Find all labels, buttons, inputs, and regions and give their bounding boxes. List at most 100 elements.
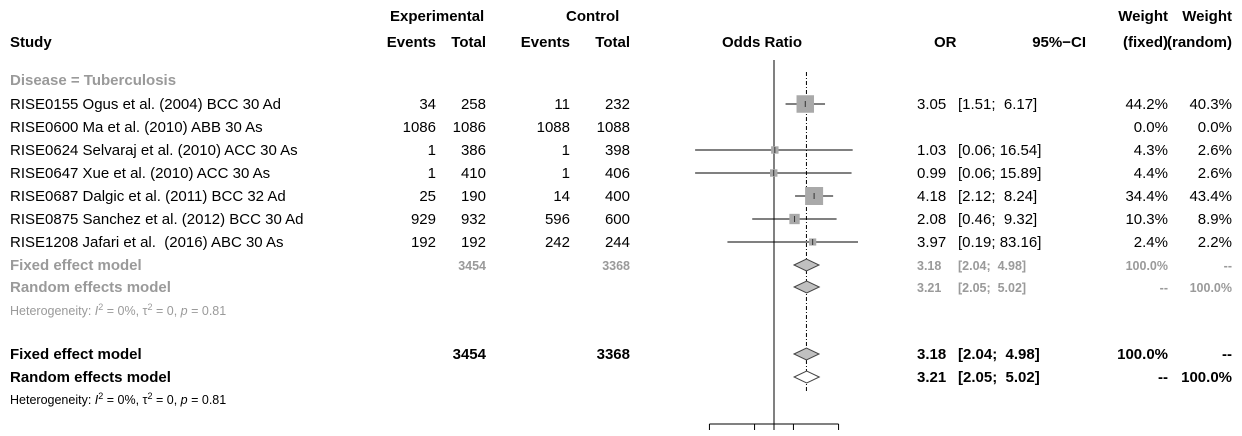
subgroup-label: Disease = Tuberculosis	[10, 72, 177, 89]
study-or: 1.03	[917, 142, 947, 159]
x-tick-label: 1	[770, 433, 778, 436]
study-or: 4.18	[917, 188, 947, 205]
study-weight-fixed: 34.4%	[1125, 188, 1168, 205]
study-ctl-events: 11	[554, 96, 570, 113]
study-exp-events: 1086	[402, 119, 436, 136]
study-name: RISE0600 Ma et al. (2010) ABB 30 As	[10, 119, 263, 136]
subgroup-fixed-or: 3.18	[917, 259, 942, 273]
study-exp-events: 25	[419, 188, 436, 205]
study-ctl-total: 600	[604, 211, 630, 228]
study-exp-total: 258	[460, 96, 486, 113]
header-fixed: (fixed)	[1123, 34, 1168, 51]
study-weight-fixed: 44.2%	[1125, 96, 1168, 113]
study-ci: [0.46; 9.32]	[958, 211, 1038, 228]
header-weight-random: Weight	[1182, 8, 1232, 25]
study-ci: [2.12; 8.24]	[958, 188, 1038, 205]
study-weight-fixed: 4.4%	[1133, 165, 1168, 182]
study-ci: [0.19; 83.16]	[958, 234, 1042, 251]
study-name: RISE0647 Xue et al. (2010) ACC 30 As	[10, 165, 271, 182]
study-weight-random: 40.3%	[1189, 96, 1232, 113]
overall-random-w-random: 100.0%	[1181, 369, 1232, 386]
subgroup-random-w-random: 100.0%	[1189, 281, 1232, 295]
overall-random-label: Random effects model	[10, 369, 171, 386]
study-weight-fixed: 2.4%	[1133, 234, 1168, 251]
study-exp-events: 929	[410, 211, 436, 228]
study-exp-total: 932	[460, 211, 486, 228]
study-or: 0.99	[917, 165, 947, 182]
overall-random-or: 3.21	[917, 369, 947, 386]
study-or: 3.97	[917, 234, 947, 251]
x-tick-label: 0.5	[745, 433, 765, 436]
overall-random-w-fixed: --	[1158, 369, 1168, 386]
header-ci: 95%−CI	[1032, 34, 1086, 51]
header-weight-fixed: Weight	[1118, 8, 1168, 25]
overall-fixed-w-random: --	[1222, 346, 1232, 363]
header-exp-total: Total	[451, 34, 486, 51]
study-weight-fixed: 10.3%	[1125, 211, 1168, 228]
study-or: 3.05	[917, 96, 947, 113]
overall-fixed-label: Fixed effect model	[10, 346, 142, 363]
study-ctl-events: 1088	[536, 119, 570, 136]
subgroup-random-label: Random effects model	[10, 279, 171, 296]
study-exp-total: 410	[460, 165, 486, 182]
study-name: RISE1208 Jafari et al. (2016) ABC 30 As	[10, 234, 284, 251]
subgroup-fixed-ctl-total: 3368	[602, 259, 630, 273]
study-exp-total: 192	[460, 234, 486, 251]
study-ci: [0.06; 15.89]	[958, 165, 1042, 182]
summary-diamond-subgroup-random	[792, 280, 821, 294]
summary-diamond-overall-fixed	[792, 347, 821, 361]
study-ctl-total: 1088	[596, 119, 630, 136]
x-tick-label: 0.1	[700, 433, 720, 436]
study-weight-fixed: 4.3%	[1133, 142, 1168, 159]
study-exp-events: 1	[427, 142, 436, 159]
study-exp-total: 190	[460, 188, 486, 205]
study-name: RISE0155 Ogus et al. (2004) BCC 30 Ad	[10, 96, 281, 113]
study-ctl-events: 1	[561, 165, 570, 182]
header-ctl-events: Events	[520, 34, 570, 51]
study-ctl-events: 242	[544, 234, 570, 251]
header-ctl-total: Total	[595, 34, 630, 51]
study-exp-events: 34	[419, 96, 436, 113]
study-exp-total: 386	[460, 142, 486, 159]
study-weight-random: 2.2%	[1197, 234, 1232, 251]
header-control: Control	[566, 8, 620, 25]
subgroup-random-ci: [2.05; 5.02]	[958, 281, 1027, 295]
study-name: RISE0875 Sanchez et al. (2012) BCC 30 Ad	[10, 211, 304, 228]
study-ctl-events: 596	[544, 211, 570, 228]
study-weight-random: 2.6%	[1197, 142, 1232, 159]
study-ci: [1.51; 6.17]	[958, 96, 1038, 113]
study-name: RISE0687 Dalgic et al. (2011) BCC 32 Ad	[10, 188, 286, 205]
study-ctl-total: 232	[604, 96, 630, 113]
study-exp-events: 192	[410, 234, 436, 251]
summary-diamond-subgroup-fixed	[792, 258, 821, 272]
study-name: RISE0624 Selvaraj et al. (2010) ACC 30 A…	[10, 142, 298, 159]
study-ctl-total: 244	[604, 234, 630, 251]
overall-random-ci: [2.05; 5.02]	[958, 369, 1040, 386]
subgroup-fixed-exp-total: 3454	[458, 259, 486, 273]
overall-fixed-w-fixed: 100.0%	[1117, 346, 1168, 363]
overall-fixed-exp-total: 3454	[452, 346, 486, 363]
study-weight-random: 8.9%	[1197, 211, 1232, 228]
header-exp-events: Events	[386, 34, 436, 51]
subgroup-random-or: 3.21	[917, 281, 942, 295]
header-or: OR	[934, 34, 957, 51]
study-or: 2.08	[917, 211, 947, 228]
subgroup-random-w-fixed: --	[1159, 281, 1168, 295]
subgroup-fixed-label: Fixed effect model	[10, 257, 142, 274]
study-weight-random: 2.6%	[1197, 165, 1232, 182]
study-ctl-events: 14	[553, 188, 570, 205]
header-random: (random)	[1167, 34, 1232, 51]
overall-heterogeneity: Heterogeneity: I2 = 0%, τ2 = 0, p = 0.81	[10, 391, 227, 408]
subgroup-fixed-w-random: --	[1223, 259, 1232, 273]
header-study: Study	[10, 34, 52, 51]
study-exp-total: 1086	[452, 119, 486, 136]
subgroup-heterogeneity: Heterogeneity: I2 = 0%, τ2 = 0, p = 0.81	[10, 302, 227, 319]
study-ctl-total: 398	[604, 142, 630, 159]
study-weight-fixed: 0.0%	[1133, 119, 1168, 136]
header-experimental: Experimental	[390, 8, 485, 25]
summary-diamond-overall-random	[792, 370, 821, 384]
x-tick-label: 10	[831, 433, 847, 436]
study-ctl-total: 406	[604, 165, 630, 182]
overall-fixed-ci: [2.04; 4.98]	[958, 346, 1040, 363]
